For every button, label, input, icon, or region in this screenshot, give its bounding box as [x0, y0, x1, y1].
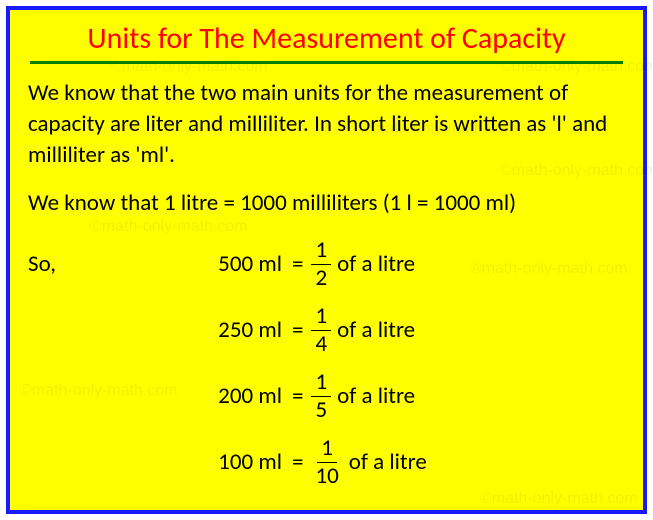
page-title: Units for The Measurement of Capacity	[30, 20, 623, 64]
ml-value: 200 ml	[178, 382, 288, 410]
content-card: Units for The Measurement of Capacity We…	[6, 6, 647, 514]
of-litre-text: of a litre	[335, 382, 415, 410]
ml-value: 100 ml	[178, 448, 288, 476]
fraction-denominator: 10	[311, 463, 342, 488]
equals-sign: =	[288, 250, 307, 278]
fraction: 1 4	[311, 305, 331, 356]
equation-row: 200 ml = 1 5 of a litre	[28, 367, 625, 425]
fraction-denominator: 5	[311, 397, 331, 422]
so-label: So,	[28, 250, 178, 278]
equation-row: So, 500 ml = 1 2 of a litre	[28, 235, 625, 293]
fraction-numerator: 1	[311, 371, 331, 397]
equations-block: So, 500 ml = 1 2 of a litre 250 ml = 1 4…	[28, 235, 625, 491]
equation-row: 100 ml = 1 10 of a litre	[28, 433, 625, 491]
equals-sign: =	[288, 448, 307, 476]
equals-sign: =	[288, 316, 307, 344]
fraction-numerator: 1	[311, 305, 331, 331]
fraction: 1 2	[311, 239, 331, 290]
intro-paragraph: We know that the two main units for the …	[28, 78, 625, 171]
fraction-denominator: 4	[311, 331, 331, 356]
of-litre-text: of a litre	[335, 316, 415, 344]
fraction-denominator: 2	[311, 265, 331, 290]
fraction: 1 10	[311, 437, 342, 488]
fraction: 1 5	[311, 371, 331, 422]
of-litre-text: of a litre	[335, 250, 415, 278]
known-fact: We know that 1 litre = 1000 milliliters …	[28, 189, 625, 217]
ml-value: 500 ml	[178, 250, 288, 278]
ml-value: 250 ml	[178, 316, 288, 344]
equals-sign: =	[288, 382, 307, 410]
equation-row: 250 ml = 1 4 of a litre	[28, 301, 625, 359]
fraction-numerator: 1	[317, 437, 337, 463]
of-litre-text: of a litre	[347, 448, 427, 476]
fraction-numerator: 1	[311, 239, 331, 265]
